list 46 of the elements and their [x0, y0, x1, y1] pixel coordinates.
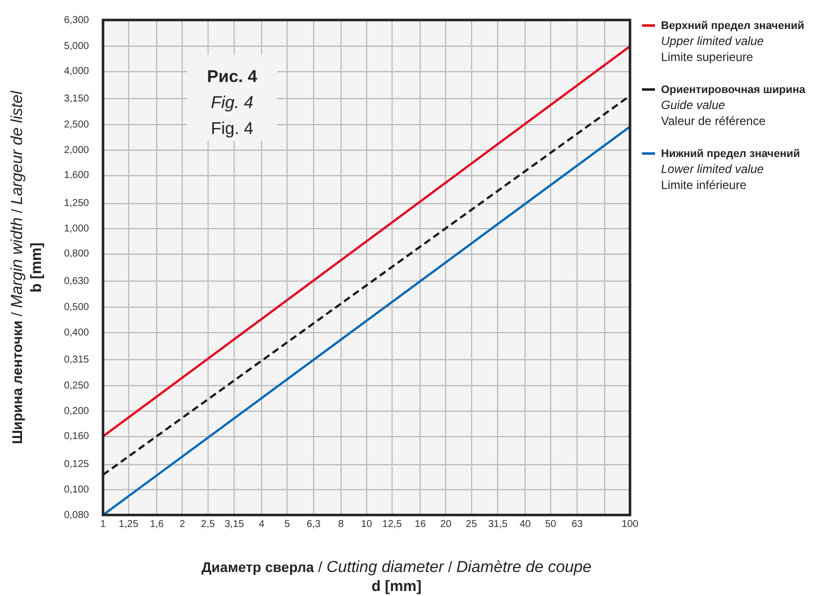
- y-tick-label: 0,500: [64, 302, 90, 313]
- x-tick-label: 20: [440, 518, 452, 530]
- legend-label: Нижний предел значений Lower limited value Limite inférieure: [661, 148, 800, 192]
- legend-label: Ориентировочная ширина Guide value Valeur de référence: [661, 84, 806, 128]
- x-tick-label: 16: [414, 518, 426, 530]
- x-tick-label: 8: [338, 518, 344, 530]
- y-tick-label: 5,000: [64, 40, 90, 52]
- y-tick-label: 1,250: [64, 198, 90, 210]
- y-tick-label: 2,000: [64, 144, 90, 156]
- x-tick-label: 10: [360, 518, 372, 530]
- x-tick-label: 4: [258, 518, 265, 530]
- y-tick-label: 3,150: [64, 93, 90, 104]
- x-tick-label: 25: [466, 518, 478, 530]
- y-tick-label: 4,000: [64, 66, 90, 78]
- x-tick-label: 40: [520, 518, 532, 530]
- y-tick-label: 0,400: [64, 327, 90, 338]
- legend-label: Верхний предел значений Upper limited value Limite superieure: [661, 20, 804, 64]
- y-tick-label: 0,100: [64, 484, 90, 496]
- x-tick-label: 2: [180, 518, 186, 530]
- y-tick-label: 0,315: [64, 354, 90, 366]
- y-tick-label: 0,800: [64, 248, 90, 260]
- x-tick-label: 2,5: [200, 518, 216, 530]
- y-tick-label: 0,160: [64, 431, 90, 442]
- text: Рис. 4 Fig. 4 Fig. 4: [207, 67, 258, 138]
- x-tick-label: 1,6: [150, 518, 164, 530]
- y-tick-label: 0,125: [64, 459, 90, 470]
- y-tick-label: 1,600: [64, 170, 90, 182]
- x-tick-label: 31,5: [488, 518, 508, 530]
- text: Диаметр сверла / Cutting diameter / Diamètre de coupe d [mm]: [201, 559, 592, 595]
- y-tick-label: 0,250: [64, 380, 90, 392]
- y-tick-label: 0,200: [64, 406, 90, 417]
- x-tick-label: 12,5: [382, 518, 402, 530]
- x-tick-label: 63: [572, 518, 584, 530]
- y-tick-label: 0,080: [64, 510, 90, 521]
- y-tick-label: 6,300: [64, 14, 90, 26]
- x-tick-label: 1: [100, 518, 106, 530]
- x-tick-label: 100: [622, 518, 639, 530]
- x-tick-label: 5: [284, 518, 290, 530]
- x-tick-label: 6,3: [306, 518, 322, 530]
- y-tick-label: 0,630: [64, 276, 90, 287]
- x-tick-label: 3,15: [224, 518, 244, 530]
- x-tick-label: 1,25: [118, 518, 139, 530]
- y-tick-label: 1,000: [64, 223, 90, 234]
- y-tick-label: 2,500: [64, 120, 90, 131]
- x-tick-label: 50: [545, 518, 557, 530]
- text: Ширина ленточки / Margin width / Largeur de listel b [mm]: [9, 90, 45, 444]
